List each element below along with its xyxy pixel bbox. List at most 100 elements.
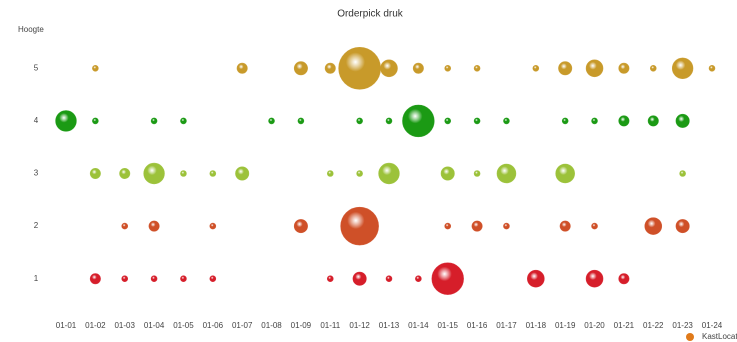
bubble [121,275,129,283]
bubble [618,273,630,285]
bubble [675,113,690,128]
bubble [150,275,158,283]
bubble [338,47,381,90]
legend-label: KastLocat [702,332,737,341]
bubble [679,170,686,177]
x-tick-label: 01-12 [349,321,370,330]
bubble [235,166,250,181]
y-tick-label: 5 [34,63,39,72]
x-tick-label: 01-22 [643,321,664,330]
x-tick-label: 01-07 [232,321,253,330]
x-tick-label: 01-14 [408,321,429,330]
bubble [356,170,363,177]
bubble [385,117,393,125]
bubble [649,65,657,72]
bubble [591,222,598,230]
x-tick-label: 01-08 [261,321,282,330]
bubble [92,117,99,125]
bubble [268,117,275,125]
bubble [385,275,393,283]
bubble [503,117,510,125]
bubble [444,222,452,230]
bubble [558,61,573,76]
bubble [180,170,187,177]
bubble [473,65,481,72]
bubble [236,62,248,74]
bubble [471,220,483,232]
x-tick-label: 01-23 [672,321,693,330]
bubble [92,65,99,72]
y-axis-label: Hoogte [18,25,44,34]
legend-icon [686,333,694,341]
y-tick-label: 2 [34,221,39,230]
x-tick-label: 01-04 [144,321,165,330]
bubble [324,62,336,74]
bubble [143,162,165,185]
bubble [415,275,422,283]
bubble [473,170,481,177]
bubble [340,206,379,246]
bubble [585,59,604,78]
x-tick-label: 01-19 [555,321,576,330]
bubble [532,65,540,72]
x-tick-label: 01-17 [496,321,517,330]
bubble [89,273,101,285]
x-tick-label: 01-16 [467,321,488,330]
y-tick-label: 3 [34,169,39,178]
x-tick-label: 01-03 [114,321,135,330]
chart-title: Orderpick druk [337,9,404,20]
x-tick-label: 01-02 [85,321,106,330]
bubble [412,62,424,74]
bubble [180,117,187,125]
bubble [444,117,452,125]
bubble [559,220,571,232]
bubble [209,275,217,283]
x-tick-label: 01-01 [56,321,77,330]
bubble [671,57,694,79]
bubble [402,104,435,138]
x-tick-label: 01-15 [437,321,458,330]
bubble [352,271,367,286]
bubble [297,117,305,125]
bubble [644,217,663,235]
bubble [496,163,517,184]
x-tick-label: 01-21 [614,321,635,330]
bubble [503,222,510,230]
bubble [473,117,481,125]
x-tick-label: 01-20 [584,321,605,330]
bubble [180,275,187,283]
x-tick-label: 01-24 [702,321,723,330]
bubble [431,262,464,295]
y-tick-label: 4 [34,116,39,125]
x-tick-label: 01-11 [320,321,340,330]
bubble [209,170,217,177]
bubble [527,269,545,288]
bubble [647,115,659,127]
bubble [293,61,308,76]
bubble [326,170,334,177]
bubble [356,117,363,125]
y-tick-label: 1 [34,274,39,283]
bubble [378,162,400,185]
bubble [708,65,716,72]
bubble [380,59,398,78]
bubble [555,163,575,184]
bubble [444,65,452,72]
bubble [591,117,598,125]
bubble [209,222,217,230]
bubble [440,166,455,181]
bubble [585,269,604,288]
bubble [293,219,308,234]
bubble [150,117,158,125]
x-tick-label: 01-18 [526,321,547,330]
x-tick-label: 01-13 [379,321,400,330]
bubble [618,115,630,127]
bubble [55,110,77,132]
bubble [148,220,160,232]
bubble [89,168,101,179]
bubble [618,62,630,74]
x-tick-label: 01-06 [203,321,224,330]
x-tick-label: 01-05 [173,321,194,330]
bubble [675,219,690,234]
